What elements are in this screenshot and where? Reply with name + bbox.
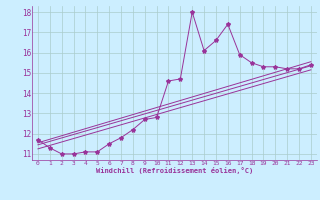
X-axis label: Windchill (Refroidissement éolien,°C): Windchill (Refroidissement éolien,°C) bbox=[96, 167, 253, 174]
